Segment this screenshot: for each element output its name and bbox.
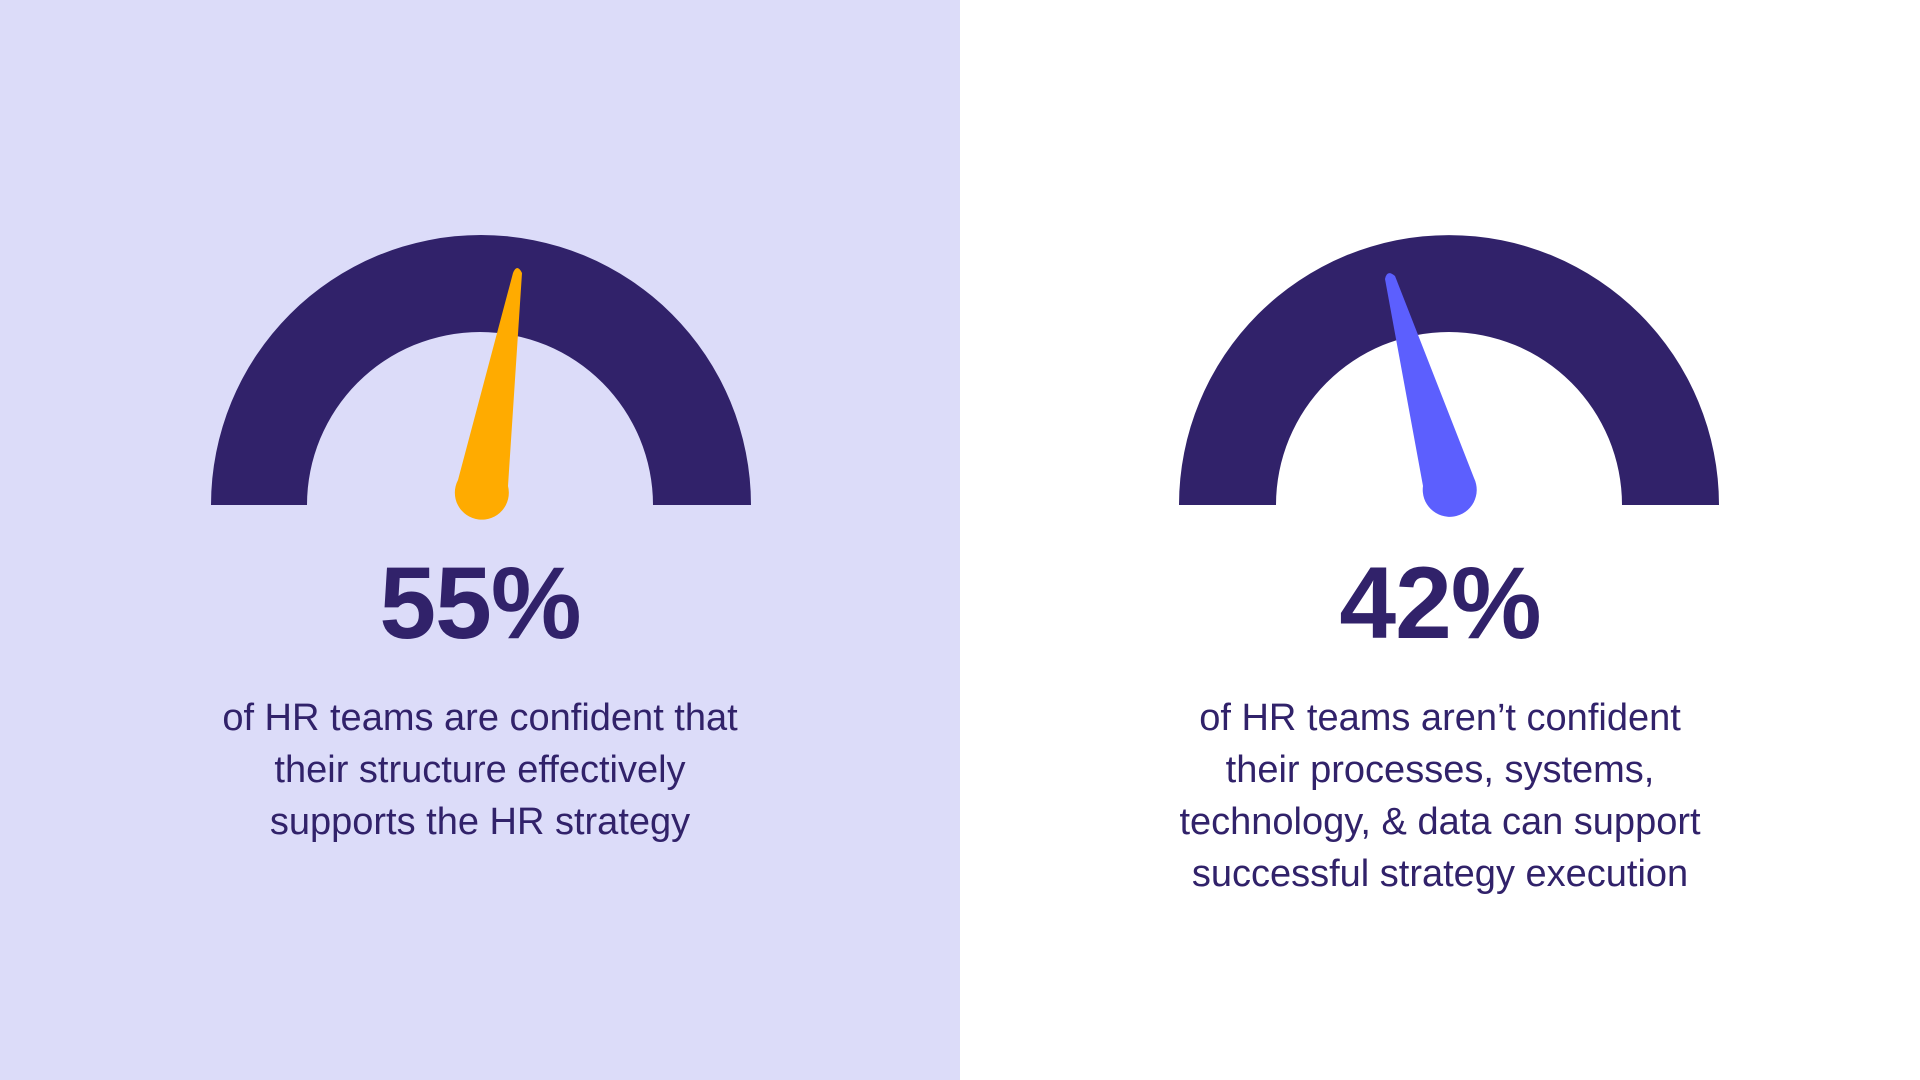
gauge-arc — [1179, 235, 1719, 506]
description-line: of HR teams are confident that — [222, 697, 738, 739]
description-line: their processes, systems, — [1225, 749, 1655, 791]
gauge-arc — [211, 235, 751, 505]
gauge-needle-icon — [454, 268, 522, 520]
right-panel: 42% of HR teams aren’t confident their p… — [960, 0, 1920, 1080]
description-line: supports the HR strategy — [269, 801, 691, 843]
stat-value: 42% — [1339, 546, 1541, 660]
gauge-needle-icon — [1385, 273, 1477, 517]
description-line: successful strategy execution — [1191, 853, 1689, 895]
stat-description: of HR teams are confident that their str… — [0, 692, 960, 848]
gauge-55 — [211, 235, 751, 520]
left-panel: 55% of HR teams are confident that their… — [0, 0, 960, 1080]
gauge-42 — [1179, 235, 1719, 517]
stat-value: 55% — [379, 546, 581, 660]
description-line: of HR teams aren’t confident — [1199, 697, 1681, 739]
description-line: their structure effectively — [274, 749, 686, 791]
stat-description: of HR teams aren’t confident their proce… — [960, 692, 1920, 900]
description-line: technology, & data can support — [1179, 801, 1701, 843]
